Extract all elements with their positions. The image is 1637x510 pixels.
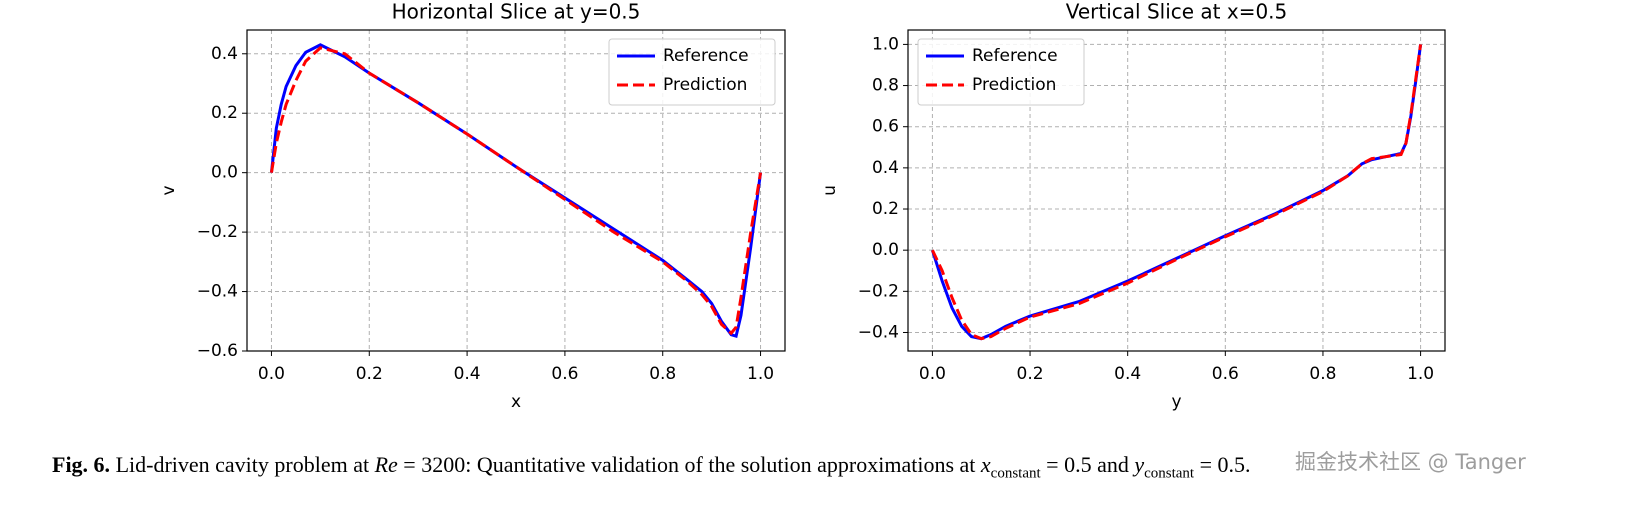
x-tick-label: 0.0: [258, 364, 285, 384]
x-tick-label: 1.0: [747, 364, 774, 384]
chart-title: Vertical Slice at x=0.5: [1066, 0, 1288, 24]
legend-label: Reference: [972, 46, 1058, 66]
y-tick-label: −0.4: [858, 322, 899, 342]
axes-frame: [246, 29, 786, 352]
caption-text: = 3200: Quantitative validation of the s…: [397, 452, 981, 477]
caption-var: Re: [374, 452, 398, 477]
x-tick-label: 0.2: [1017, 364, 1044, 384]
x-axis-label: x: [511, 392, 521, 412]
y-tick-label: −0.2: [197, 222, 238, 242]
caption: Fig. 6. Lid-driven cavity problem at Re …: [52, 452, 1251, 482]
x-tick-label: 0.4: [454, 364, 481, 384]
y-tick-label: −0.2: [858, 281, 899, 301]
x-tick-label: 0.4: [1114, 364, 1141, 384]
x-tick-label: 0.6: [551, 364, 578, 384]
y-axis-label: u: [820, 185, 840, 196]
x-tick-label: 0.6: [1212, 364, 1239, 384]
axes-frame: [907, 29, 1446, 352]
x-tick-label: 1.0: [1407, 364, 1434, 384]
x-tick-label: 0.2: [356, 364, 383, 384]
y-tick-label: 0.2: [872, 199, 899, 219]
caption-text: = 0.5 and: [1040, 452, 1135, 477]
figure: 0.0 0.2 0.4 0.6 0.8 1.0 −0.6 −0.4 −0.2 0.0 0.2 0.4 H…: [159, 0, 1446, 412]
series-line: [269, 46, 763, 336]
y-tick-label: −0.6: [197, 341, 238, 361]
legend-label: Prediction: [972, 75, 1056, 95]
x-tick-label: 0.8: [1309, 364, 1336, 384]
caption-var: x: [980, 452, 991, 477]
legend-label: Prediction: [663, 75, 747, 95]
y-axis-label: v: [159, 185, 179, 195]
caption-sub: constant: [990, 465, 1041, 482]
caption-sub: constant: [1144, 465, 1195, 482]
chart-title: Horizontal Slice at y=0.5: [392, 0, 641, 24]
y-tick-label: 0.4: [872, 158, 899, 178]
caption-var: y: [1134, 452, 1145, 477]
x-axis-label: y: [1171, 392, 1181, 412]
series-line: [269, 43, 763, 339]
x-tick-label: 0.0: [919, 364, 946, 384]
y-tick-label: 1.0: [872, 34, 899, 54]
x-tick-label: 0.8: [649, 364, 676, 384]
y-tick-label: 0.2: [211, 103, 238, 123]
caption-text: = 0.5.: [1194, 452, 1251, 477]
caption-label: Fig. 6.: [52, 452, 111, 477]
y-tick-label: 0.4: [211, 44, 238, 64]
legend-label: Reference: [663, 46, 749, 66]
y-tick-label: 0.0: [211, 163, 238, 183]
y-tick-label: 0.0: [872, 240, 899, 260]
y-tick-label: 0.8: [872, 76, 899, 96]
y-tick-label: 0.6: [872, 117, 899, 137]
caption-text: Lid-driven cavity problem at: [110, 452, 375, 477]
series-line: [931, 44, 1423, 341]
watermark: 掘金技术社区 @ Tanger: [1295, 450, 1526, 474]
y-tick-label: −0.4: [197, 282, 238, 302]
